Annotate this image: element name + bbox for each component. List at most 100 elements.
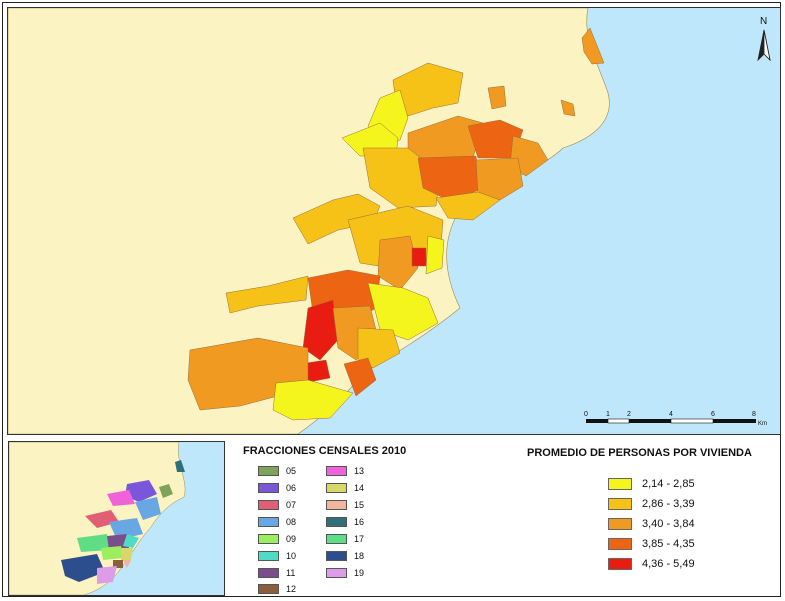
legend-fraccion-19: 19	[326, 567, 364, 579]
scale-bar: 0 1 2 4 6 8 Km	[584, 411, 767, 427]
legend-class-5-label: 4,36 - 5,49	[642, 557, 695, 570]
inset-frac-05	[159, 484, 173, 498]
scale-tick-2: 2	[627, 411, 631, 418]
inset-frac-06	[125, 480, 157, 502]
legend-fraccion-06-label: 06	[286, 483, 297, 493]
legend-fraccion-13-label: 13	[354, 466, 365, 476]
legend-class-5: 4,36 - 5,49	[608, 557, 695, 570]
legend-fraccion-13-swatch	[326, 466, 347, 476]
promedio-legend-title: PROMEDIO DE PERSONAS POR VIVIENDA	[527, 447, 752, 459]
inset-frac-18	[61, 554, 105, 582]
north-arrow-label: N	[760, 16, 767, 27]
scale-seg-3	[629, 419, 671, 423]
inset-frac-14	[121, 548, 133, 560]
legend-class-4-swatch	[608, 537, 632, 550]
legend-fraccion-18-swatch	[326, 551, 347, 561]
legend-fraccion-18-label: 18	[354, 551, 365, 561]
legend-fraccion-18: 18	[326, 550, 364, 562]
legend-class-5-swatch	[608, 557, 632, 570]
legend-fraccion-07: 07	[258, 499, 296, 511]
fraction-south-3	[343, 357, 377, 397]
legend-class-4-label: 3,85 - 4,35	[642, 537, 695, 550]
scale-seg-5	[713, 419, 756, 423]
scale-unit: Km	[758, 421, 767, 427]
legend-fraccion-12-swatch	[258, 584, 279, 594]
legend-fraccion-12-label: 12	[286, 584, 297, 594]
legend-fraccion-08-swatch	[258, 517, 279, 527]
legend-fraccion-15-swatch	[326, 500, 347, 510]
inset-frac-17	[77, 534, 109, 552]
legend-class-1-label: 2,14 - 2,85	[642, 477, 695, 490]
legend-fraccion-06: 06	[258, 482, 296, 494]
legend-fraccion-08-label: 08	[286, 517, 297, 527]
fraction-ne-3	[560, 99, 576, 117]
fraction-west-spur-2	[225, 275, 309, 314]
fraction-ne-2	[487, 85, 507, 110]
legend-class-2: 2,86 - 3,39	[608, 497, 695, 510]
legend-fraccion-12: 12	[258, 583, 296, 595]
inset-frac-08a	[135, 497, 161, 520]
inset-frac-12	[113, 560, 123, 568]
inset-frac-10	[123, 534, 139, 548]
scale-tick-4: 4	[669, 411, 673, 418]
fraction-central-4	[425, 235, 445, 275]
legend-fraccion-11-label: 11	[286, 568, 296, 578]
legend-fraccion-10: 10	[258, 550, 296, 562]
legend-class-3-label: 3,40 - 3,84	[642, 517, 695, 530]
fraction-ne-1	[581, 27, 605, 65]
inset-frac-16	[175, 460, 185, 472]
legend-fraccion-11: 11	[258, 567, 295, 579]
legend-class-4: 3,85 - 4,35	[608, 537, 695, 550]
legend-fraccion-14: 14	[326, 482, 364, 494]
legend-class-3: 3,40 - 3,84	[608, 517, 695, 530]
fraction-central-3	[411, 247, 427, 267]
legend-class-2-swatch	[608, 497, 632, 510]
scale-tick-0: 0	[584, 411, 588, 418]
fraction-north-9	[475, 157, 524, 201]
legend-fraccion-09-swatch	[258, 534, 279, 544]
legend-fraccion-17-label: 17	[354, 534, 365, 544]
legend-fraccion-16-label: 16	[354, 517, 365, 527]
north-arrow-icon: N	[757, 16, 771, 62]
legend-fraccion-08: 08	[258, 516, 296, 528]
scale-seg-4	[670, 418, 714, 424]
legend-fraccion-13: 13	[326, 465, 364, 477]
inset-frac-13	[107, 490, 135, 506]
fraction-north-10	[435, 191, 501, 221]
legend-fraccion-17: 17	[326, 533, 364, 545]
legend-fraccion-05: 05	[258, 465, 296, 477]
legend-fraccion-19-swatch	[326, 568, 347, 578]
main-map-canvas: N 0 1 2 4 6 8 Km	[8, 8, 780, 434]
inset-frac-09	[101, 546, 123, 560]
fraction-central-2	[377, 235, 419, 291]
legend-fraccion-05-label: 05	[286, 466, 297, 476]
inset-frac-08b	[109, 518, 143, 540]
scale-seg-2	[607, 418, 630, 424]
inset-frac-19	[97, 566, 117, 584]
legend-class-2-label: 2,86 - 3,39	[642, 497, 695, 510]
legend-fraccion-16-swatch	[326, 517, 347, 527]
inset-map[interactable]	[8, 441, 225, 596]
legend-fraccion-14-swatch	[326, 483, 347, 493]
legend-fraccion-10-label: 10	[286, 551, 297, 561]
legend-fraccion-16: 16	[326, 516, 364, 528]
fraction-central-9	[357, 327, 401, 369]
fraction-central-7	[302, 299, 339, 361]
fracciones-legend-title: FRACCIONES CENSALES 2010	[243, 445, 407, 457]
scale-tick-8: 8	[752, 411, 756, 418]
scale-seg-1	[586, 419, 608, 423]
main-map[interactable]: N 0 1 2 4 6 8 Km	[7, 7, 781, 435]
legend-fraccion-07-label: 07	[286, 500, 297, 510]
inset-frac-15	[123, 560, 131, 568]
legend-class-1: 2,14 - 2,85	[608, 477, 695, 490]
legend-fraccion-11-swatch	[258, 568, 279, 578]
legend-fraccion-19-label: 19	[354, 568, 365, 578]
legend-fraccion-09: 09	[258, 533, 296, 545]
legend-class-1-swatch	[608, 477, 632, 490]
legend-fraccion-14-label: 14	[354, 483, 365, 493]
legend-fraccion-15: 15	[326, 499, 364, 511]
inset-map-canvas	[9, 442, 224, 595]
legend-class-3-swatch	[608, 517, 632, 530]
legend-fraccion-09-label: 09	[286, 534, 297, 544]
